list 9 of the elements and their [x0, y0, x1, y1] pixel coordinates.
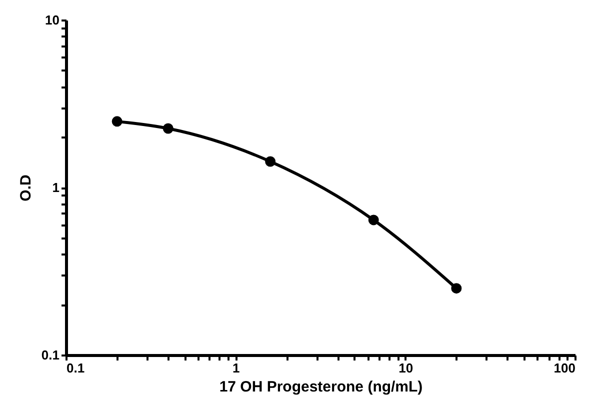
x-tick-label: 0.1 [66, 360, 85, 376]
y-axis-title: O.D [17, 174, 34, 202]
y-tick-label: 1 [52, 180, 60, 195]
x-tick-label: 1 [232, 360, 240, 376]
x-tick-label: 100 [554, 360, 576, 376]
y-tick-label: 10 [45, 12, 60, 28]
x-axis-title: 17 OH Progesterone (ng/mL) [219, 378, 423, 396]
y-tick-label: 0.1 [41, 348, 60, 362]
x-tick-label: 10 [398, 360, 414, 376]
